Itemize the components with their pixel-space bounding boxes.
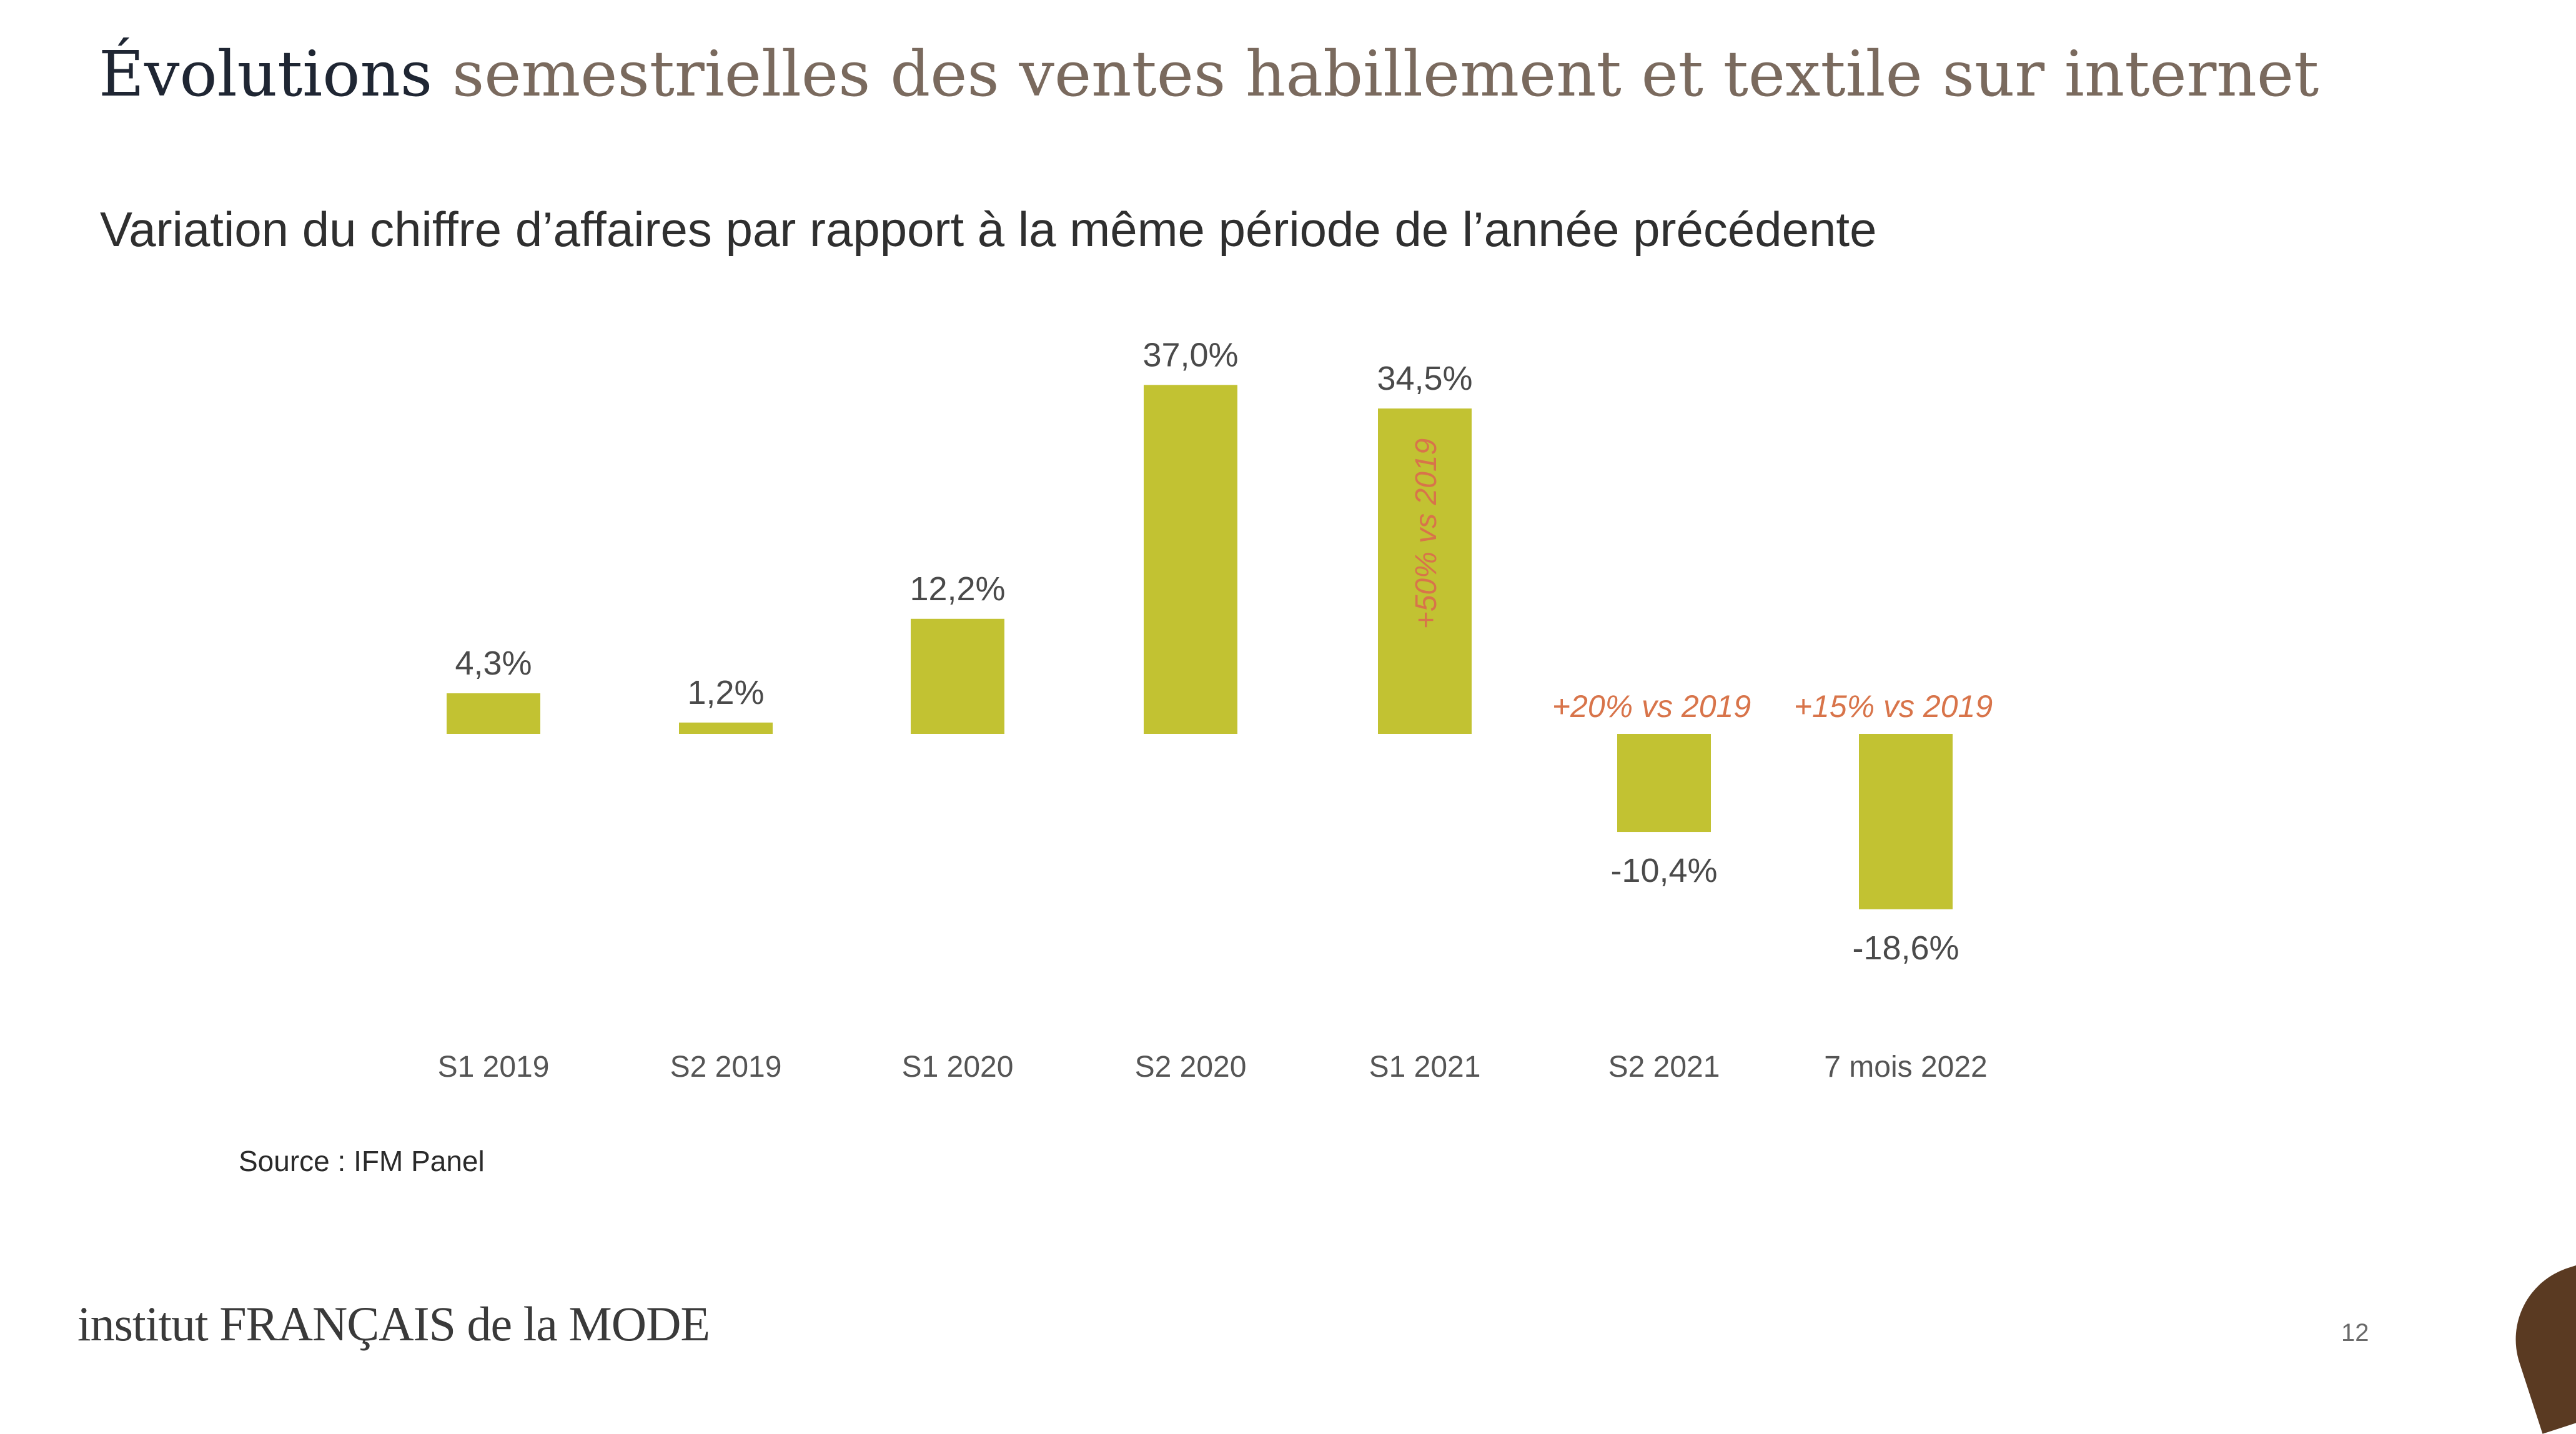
data-label: 34,5% bbox=[1377, 360, 1472, 397]
title-first-word: Évolutions bbox=[99, 37, 433, 111]
data-label: 4,3% bbox=[455, 645, 532, 682]
tick-label: S2 2019 bbox=[670, 1051, 782, 1084]
page-number: 12 bbox=[2341, 1319, 2369, 1347]
data-label: 37,0% bbox=[1142, 336, 1238, 373]
annotation-label: +50% vs 2019 bbox=[1410, 438, 1443, 630]
data-label: 1,2% bbox=[687, 674, 764, 711]
source-note: Source : IFM Panel bbox=[239, 1145, 485, 1177]
tick-label: S2 2020 bbox=[1135, 1051, 1247, 1084]
data-label: -18,6% bbox=[1852, 929, 1959, 967]
ifm-logo: institut FRANÇAIS de la MODE bbox=[77, 1297, 710, 1351]
data-label: -10,4% bbox=[1610, 852, 1717, 889]
page-title: Évolutions semestrielles des ventes habi… bbox=[99, 37, 2319, 111]
data-label: 12,2% bbox=[909, 570, 1005, 608]
bar bbox=[1378, 408, 1472, 734]
chart-subtitle: Variation du chiffre d’affaires par rapp… bbox=[100, 202, 1877, 257]
bar-chart: 4,3% S1 2019 1,2% S2 2019 12,2% S1 2020 37,0% S… bbox=[438, 336, 1993, 1084]
tick-label: S1 2021 bbox=[1369, 1051, 1481, 1084]
bar bbox=[911, 618, 1004, 734]
bar bbox=[1859, 734, 1953, 909]
tick-label: S1 2019 bbox=[438, 1051, 550, 1084]
tick-label: S1 2020 bbox=[902, 1051, 1014, 1084]
tick-label: 7 mois 2022 bbox=[1824, 1051, 1988, 1084]
tick-label: S2 2021 bbox=[1608, 1051, 1720, 1084]
annotation-label: +15% vs 2019 bbox=[1794, 689, 1993, 724]
bar bbox=[1617, 734, 1711, 833]
bar bbox=[447, 693, 540, 734]
bar bbox=[679, 722, 773, 734]
annotation-label: +20% vs 2019 bbox=[1552, 689, 1751, 724]
title-rest: semestrielles des ventes habillement et … bbox=[432, 37, 2319, 111]
bar bbox=[1144, 385, 1237, 734]
